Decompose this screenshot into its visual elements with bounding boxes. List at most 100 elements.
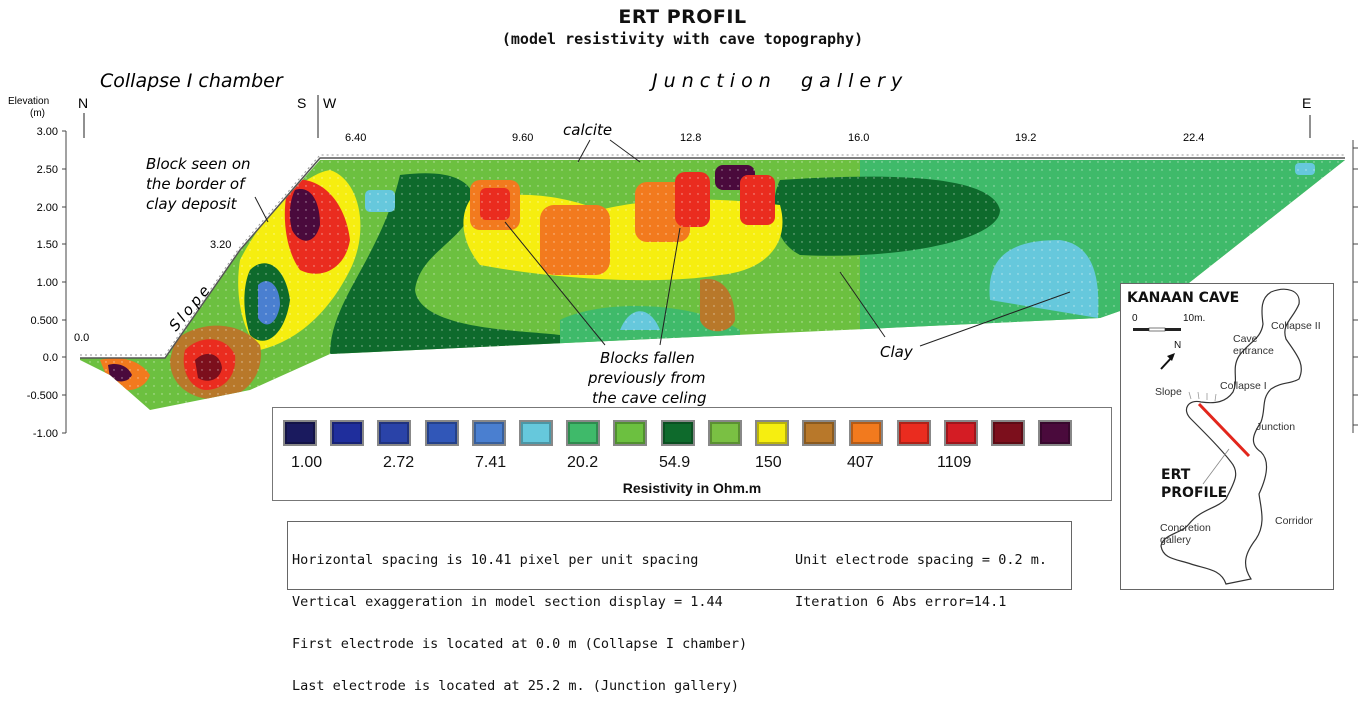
legend-swatch	[330, 420, 365, 446]
legend-swatch	[424, 420, 459, 446]
figure-title: ERT PROFIL	[618, 6, 747, 28]
info-right-column: Unit electrode spacing = 0.2 m. Iteratio…	[795, 525, 1047, 637]
calcite-leader	[577, 139, 591, 163]
junction-label: Junction	[1256, 421, 1296, 433]
clay-label: Clay	[880, 343, 914, 361]
legend-swatch	[943, 420, 978, 446]
legend-swatch	[802, 420, 837, 446]
inset-slope-label: Slope	[1155, 386, 1182, 398]
legend-value: 1109	[937, 454, 972, 471]
x-tick: 16.0	[848, 132, 869, 144]
legend-swatch	[707, 420, 742, 446]
legend-swatch	[896, 420, 931, 446]
y-tick: 2.50	[37, 164, 58, 176]
collapse-i-label: Collapse I	[1220, 380, 1267, 392]
scale-bar	[1133, 327, 1181, 332]
ert-profile-line2: PROFILE	[1161, 485, 1228, 501]
info-line: Vertical exaggeration in model section d…	[292, 594, 723, 610]
clay-leader	[919, 291, 1071, 347]
x-tick: 19.2	[1015, 132, 1036, 144]
concretion-gallery-label: Concretion gallery	[1160, 522, 1211, 546]
x-tick: 6.40	[345, 132, 366, 144]
resistivity-legend: 1.00 2.72 7.41 20.2 54.9 150 407 1109 Re…	[272, 407, 1112, 501]
blocks-leader	[504, 221, 606, 346]
legend-swatch	[519, 420, 553, 446]
legend-value: 54.9	[659, 454, 691, 471]
cave-map	[1133, 288, 1302, 585]
scale-end-label: 10m.	[1183, 313, 1206, 324]
legend-swatch	[849, 420, 884, 446]
legend-swatch	[755, 420, 789, 446]
ert-leader	[1202, 448, 1230, 485]
x-tick: 22.4	[1183, 132, 1204, 144]
ert-profile-label: ERT PROFILE	[1161, 466, 1227, 502]
legend-swatch	[377, 420, 412, 446]
y-tick: 2.00	[37, 202, 58, 214]
block-border-label-line1: Block seen on	[146, 155, 251, 173]
collapse-chamber-label: Collapse I chamber	[100, 70, 284, 92]
legend-value: 150	[755, 454, 782, 471]
legend-value: 7.41	[475, 454, 507, 471]
legend-swatch	[660, 420, 695, 446]
right-axis-ticks	[1353, 147, 1358, 426]
slope-hatch	[1188, 391, 1217, 402]
model-info-box: Horizontal spacing is 10.41 pixel per un…	[287, 521, 1072, 693]
inset-north-label: N	[1174, 340, 1182, 351]
x-tick: 3.20	[210, 239, 231, 251]
block-border-label-line3: clay deposit	[146, 195, 238, 213]
y-axis-label-line1: Elevation	[8, 96, 49, 107]
north-marker: N	[78, 95, 88, 111]
info-line: Last electrode is located at 25.2 m. (Ju…	[292, 678, 740, 694]
cave-entrance-line2: entrance	[1233, 345, 1274, 357]
concretion-line1: Concretion	[1160, 522, 1211, 534]
y-tick: -1.00	[33, 428, 58, 440]
cave-inset-map: KANAAN CAVE 0 10m. N Collapse II Cave en…	[1120, 283, 1334, 590]
cave-entrance-line1: Cave	[1233, 333, 1258, 345]
legend-swatch	[566, 420, 601, 446]
junction-gallery-label: J u n c t i o n g a l l e r y	[648, 70, 903, 92]
blocks-fallen-label-line2: previously from	[587, 369, 706, 387]
y-tick: 3.00	[37, 126, 58, 138]
x-tick: 0.0	[74, 332, 89, 344]
west-marker: W	[323, 95, 337, 111]
y-tick: -0.500	[27, 390, 58, 402]
y-tick: 0.0	[43, 352, 58, 364]
y-axis-label-line2: (m)	[30, 108, 45, 119]
north-arrow-icon	[1160, 353, 1175, 370]
ert-profile-line	[1197, 402, 1251, 458]
legend-value: 20.2	[567, 454, 599, 471]
block-border-leader	[254, 196, 269, 223]
x-tick: 12.8	[680, 132, 701, 144]
legend-title: Resistivity in Ohm.m	[622, 480, 762, 496]
y-tick: 0.500	[30, 315, 58, 327]
info-line: Unit electrode spacing = 0.2 m.	[795, 552, 1047, 568]
inset-title: KANAAN CAVE	[1127, 290, 1240, 306]
blocks-fallen-label-line1: Blocks fallen	[600, 349, 695, 367]
legend-value: 1.00	[291, 454, 323, 471]
calcite-leader	[609, 139, 641, 163]
electrode-line	[80, 154, 1345, 359]
concretion-line2: gallery	[1160, 534, 1191, 546]
y-tick: 1.50	[37, 239, 58, 251]
legend-swatch	[471, 420, 506, 446]
clay-leader	[839, 271, 886, 338]
blocks-fallen-label-line3: the cave celing	[592, 389, 707, 407]
info-left-column: Horizontal spacing is 10.41 pixel per un…	[292, 525, 747, 721]
legend-value: 2.72	[383, 454, 415, 471]
cave-outline	[1160, 288, 1302, 585]
legend-swatch	[283, 420, 317, 446]
legend-swatch	[991, 420, 1025, 446]
ert-profile-line1: ERT	[1161, 467, 1191, 483]
scale-start-label: 0	[1132, 313, 1138, 324]
y-axis-ticks: 3.00 2.50 2.00 1.50 1.00 0.500 0.0 -0.50…	[27, 126, 66, 440]
east-marker: E	[1302, 95, 1311, 111]
cave-entrance-label: Cave entrance	[1233, 333, 1274, 357]
legend-swatch	[1038, 420, 1073, 446]
info-line: First electrode is located at 0.0 m (Col…	[292, 636, 748, 652]
corridor-label: Corridor	[1275, 515, 1313, 527]
figure-subtitle: (model resistivity with cave topography)	[501, 30, 864, 48]
calcite-label: calcite	[563, 121, 612, 139]
info-line: Horizontal spacing is 10.41 pixel per un…	[292, 552, 699, 568]
blocks-leader	[659, 227, 681, 346]
legend-swatch	[613, 420, 648, 446]
